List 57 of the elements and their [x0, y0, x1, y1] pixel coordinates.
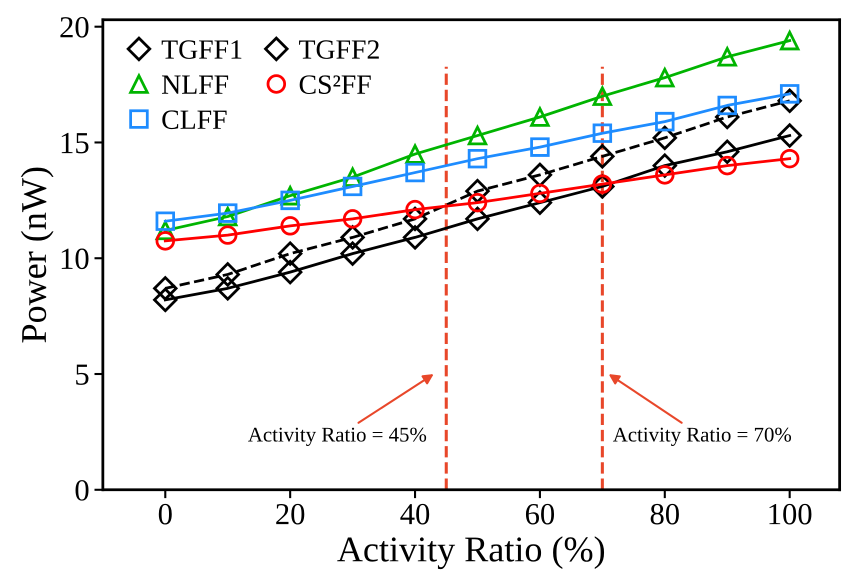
point	[780, 148, 800, 168]
point	[280, 190, 300, 210]
x-tick-label: 100	[769, 504, 812, 524]
y-axis-title: Power (nW)	[20, 168, 54, 342]
point	[590, 144, 615, 169]
point	[718, 156, 737, 176]
point	[718, 96, 737, 116]
legend-label: TGFF1	[162, 40, 242, 59]
point	[156, 231, 176, 251]
point	[153, 276, 178, 301]
point	[278, 241, 302, 266]
point	[528, 162, 552, 188]
point	[592, 123, 612, 143]
point	[777, 123, 802, 148]
point	[216, 262, 240, 287]
point	[655, 112, 675, 132]
point	[342, 209, 362, 229]
point	[218, 203, 238, 223]
point	[216, 276, 240, 301]
point	[218, 225, 238, 245]
y-tick-label: 15	[62, 132, 88, 154]
x-tick-label: 20	[276, 504, 304, 524]
point	[780, 30, 800, 50]
point	[405, 144, 425, 164]
point	[153, 288, 178, 312]
legend-label: TGFF2	[299, 40, 379, 59]
point	[592, 86, 612, 106]
x-tick-label: 80	[650, 504, 679, 524]
point	[530, 107, 550, 127]
point	[340, 225, 365, 250]
point	[468, 148, 488, 168]
legend-label: CS²FF	[300, 75, 371, 94]
y-tick-label: 0	[76, 480, 88, 501]
point	[340, 241, 365, 266]
x-tick-label: 0	[158, 504, 172, 524]
annotation: Activity Ratio = 45%	[248, 428, 426, 446]
point	[530, 137, 550, 157]
point	[655, 68, 675, 88]
point	[715, 140, 740, 164]
point	[402, 225, 428, 250]
x-axis-title: Activity Ratio (%)	[337, 536, 604, 570]
x-tick-label: 40	[400, 504, 430, 524]
point	[718, 47, 737, 67]
point	[405, 162, 425, 182]
point	[468, 192, 488, 212]
point	[278, 260, 302, 284]
legend-label: CLFF	[162, 110, 227, 130]
y-tick-label: 20	[60, 16, 88, 38]
legend-label: NLFF	[162, 76, 228, 94]
point	[342, 176, 362, 196]
y-tick-label: 5	[76, 364, 88, 385]
point	[280, 216, 300, 236]
point	[468, 126, 488, 146]
y-tick-label: 10	[62, 248, 88, 270]
point	[156, 211, 176, 231]
annotation: Activity Ratio = 70%	[612, 428, 792, 446]
x-tick-label: 60	[526, 504, 554, 524]
